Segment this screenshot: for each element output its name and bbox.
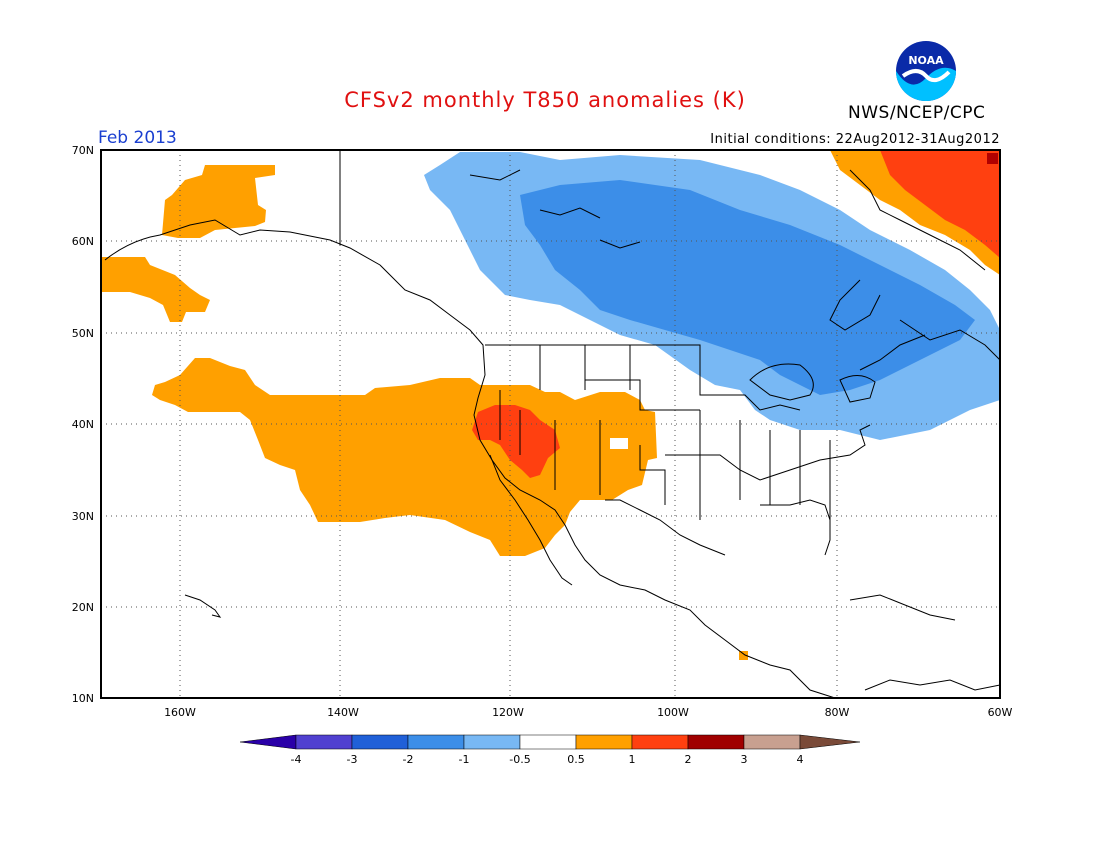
lon-label: 140W xyxy=(327,706,359,719)
pacific-warm-anomaly xyxy=(152,358,657,556)
alaska-warm-anomaly xyxy=(162,165,275,238)
colorbar-swatch xyxy=(463,734,521,750)
map-frame xyxy=(100,149,1001,699)
lon-label: 80W xyxy=(825,706,850,719)
colorbar-label: 3 xyxy=(741,753,748,766)
colorbar-label: -4 xyxy=(291,753,302,766)
southwest-strong-warm-anomaly xyxy=(472,405,560,478)
colorbar-swatch xyxy=(687,734,745,750)
colorbar-swatch xyxy=(799,734,861,750)
coastlines xyxy=(104,150,1000,698)
arctic-strong-warm-anomaly xyxy=(880,150,1000,258)
agency-label: NWS/NCEP/CPC xyxy=(848,103,986,123)
colorbar-swatch xyxy=(519,734,577,750)
colorbar: -4 -3 -2 -1 -0.5 0.5 1 2 3 4 xyxy=(239,734,861,766)
lon-label: 120W xyxy=(492,706,524,719)
initial-conditions: Initial conditions: 22Aug2012-31Aug2012 xyxy=(710,132,1000,147)
colorbar-label: 2 xyxy=(685,753,692,766)
lon-label: 100W xyxy=(657,706,689,719)
colorbar-swatch xyxy=(295,734,353,750)
bering-warm-anomaly xyxy=(101,257,210,322)
lon-label: 160W xyxy=(164,706,196,719)
lon-labels: 160W 140W 120W 100W 80W 60W xyxy=(164,706,1012,719)
colorbar-swatch xyxy=(743,734,801,750)
chart-title: CFSv2 monthly T850 anomalies (K) xyxy=(344,88,746,112)
lat-label: 60N xyxy=(72,235,94,248)
colorbar-swatch xyxy=(631,734,689,750)
strong-cold-anomaly xyxy=(520,180,975,395)
lat-label: 70N xyxy=(72,144,94,157)
forecast-period: Feb 2013 xyxy=(98,128,177,148)
colorbar-swatch xyxy=(407,734,465,750)
logo-text: NOAA xyxy=(908,54,944,67)
colorbar-label: -1 xyxy=(459,753,470,766)
colorbar-label: 0.5 xyxy=(567,753,585,766)
colorbar-label: 4 xyxy=(797,753,804,766)
lat-label: 40N xyxy=(72,418,94,431)
colorbar-swatch xyxy=(351,734,409,750)
lat-label: 50N xyxy=(72,327,94,340)
lat-labels: 70N 60N 50N 40N 30N 20N 10N xyxy=(72,144,94,705)
colorbar-label: 1 xyxy=(629,753,636,766)
anomaly-fields xyxy=(101,150,1000,660)
colorbar-label: -0.5 xyxy=(509,753,530,766)
lon-label: 60W xyxy=(988,706,1013,719)
colorbar-swatch xyxy=(239,734,297,750)
colorbar-swatch xyxy=(575,734,633,750)
colorbar-label: -2 xyxy=(403,753,414,766)
noaa-logo: NOAA xyxy=(895,40,957,102)
colorbar-label: -3 xyxy=(347,753,358,766)
lat-label: 10N xyxy=(72,692,94,705)
lat-label: 20N xyxy=(72,601,94,614)
lat-label: 30N xyxy=(72,510,94,523)
